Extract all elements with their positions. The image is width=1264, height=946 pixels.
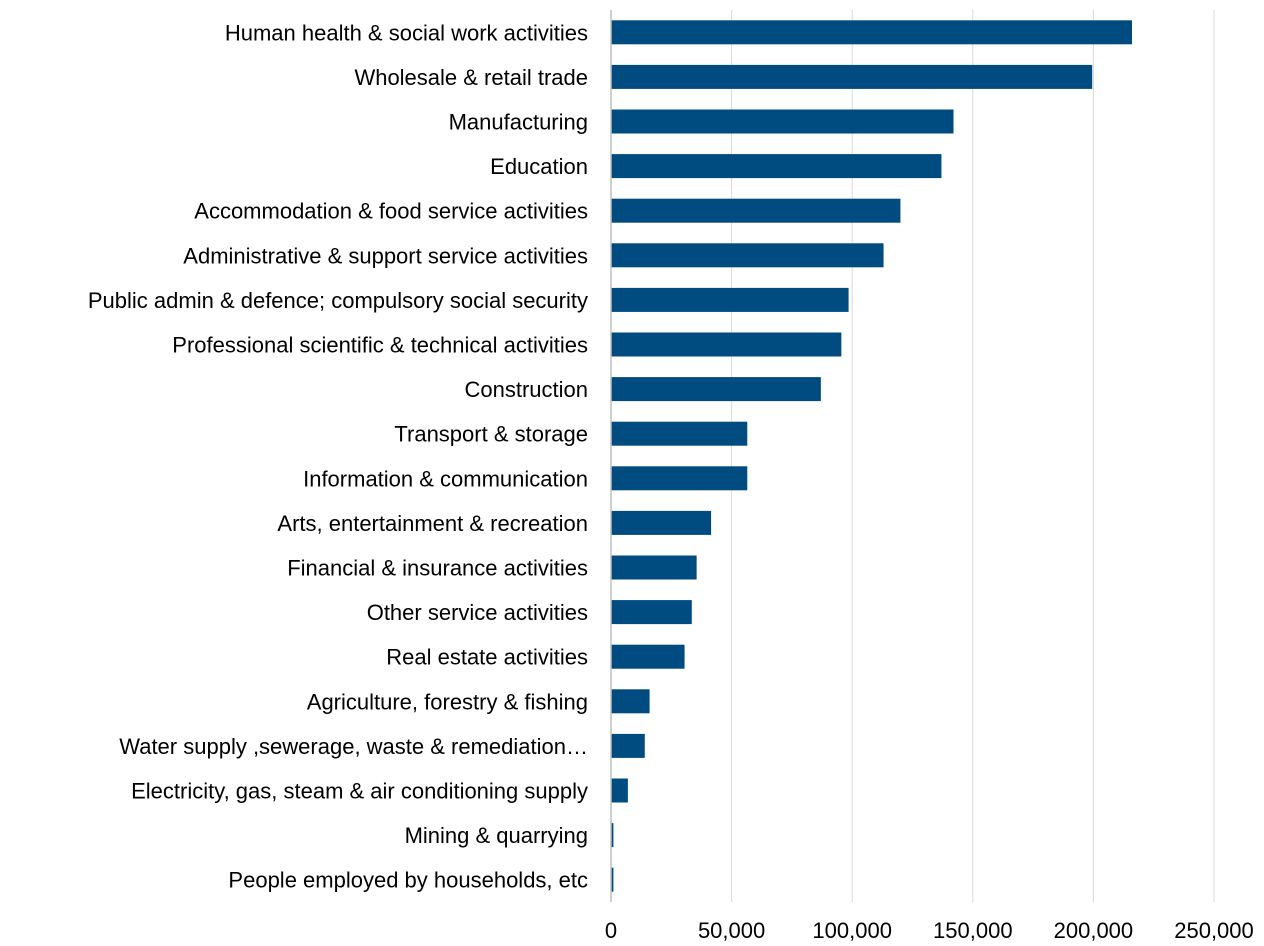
bar (611, 555, 697, 580)
category-label: Wholesale & retail trade (354, 65, 588, 90)
x-tick-label: 150,000 (933, 918, 1013, 943)
bar (611, 644, 685, 669)
category-label: Water supply ,sewerage, waste & remediat… (119, 734, 588, 759)
bar (611, 466, 748, 491)
bar (611, 20, 1132, 45)
category-label: Public admin & defence; compulsory socia… (88, 288, 588, 313)
bar (611, 867, 614, 892)
category-label: Mining & quarrying (405, 823, 588, 848)
bar (611, 287, 849, 312)
category-label: Other service activities (367, 600, 588, 625)
category-label: Professional scientific & technical acti… (172, 333, 588, 358)
x-tick-label: 200,000 (1054, 918, 1134, 943)
x-tick-label: 250,000 (1174, 918, 1254, 943)
category-label: Human health & social work activities (225, 20, 588, 45)
bar (611, 733, 645, 758)
bars (611, 20, 1132, 892)
category-label: Construction (464, 377, 588, 402)
x-tick-label: 100,000 (812, 918, 892, 943)
gridlines (731, 10, 1215, 902)
category-label: Accommodation & food service activities (194, 199, 588, 224)
bar (611, 198, 901, 223)
category-label: Manufacturing (449, 110, 588, 135)
bar (611, 154, 942, 179)
category-label: Agriculture, forestry & fishing (307, 689, 588, 714)
bar (611, 778, 628, 803)
category-label: Arts, entertainment & recreation (277, 511, 588, 536)
category-label: Information & communication (303, 466, 588, 491)
bar (611, 332, 842, 357)
category-label: Transport & storage (394, 422, 588, 447)
bar (611, 823, 614, 848)
category-label: Real estate activities (386, 645, 588, 670)
bar (611, 109, 954, 134)
x-tick-label: 0 (605, 918, 617, 943)
x-tick-labels: 0 50,000 100,000 150,000 200,000 250,000 (605, 918, 1254, 943)
bar (611, 243, 884, 268)
category-labels: Human health & social work activities Who… (88, 20, 588, 892)
category-label: People employed by households, etc (228, 868, 588, 893)
bar (611, 421, 748, 446)
category-label: Electricity, gas, steam & air conditioni… (131, 779, 588, 804)
x-tick-label: 50,000 (698, 918, 765, 943)
category-label: Financial & insurance activities (287, 556, 588, 581)
bar (611, 510, 712, 535)
category-label: Administrative & support service activit… (183, 243, 588, 268)
bar (611, 600, 692, 625)
bar (611, 689, 650, 714)
category-label: Education (490, 154, 588, 179)
bar (611, 64, 1093, 89)
bar (611, 377, 821, 402)
